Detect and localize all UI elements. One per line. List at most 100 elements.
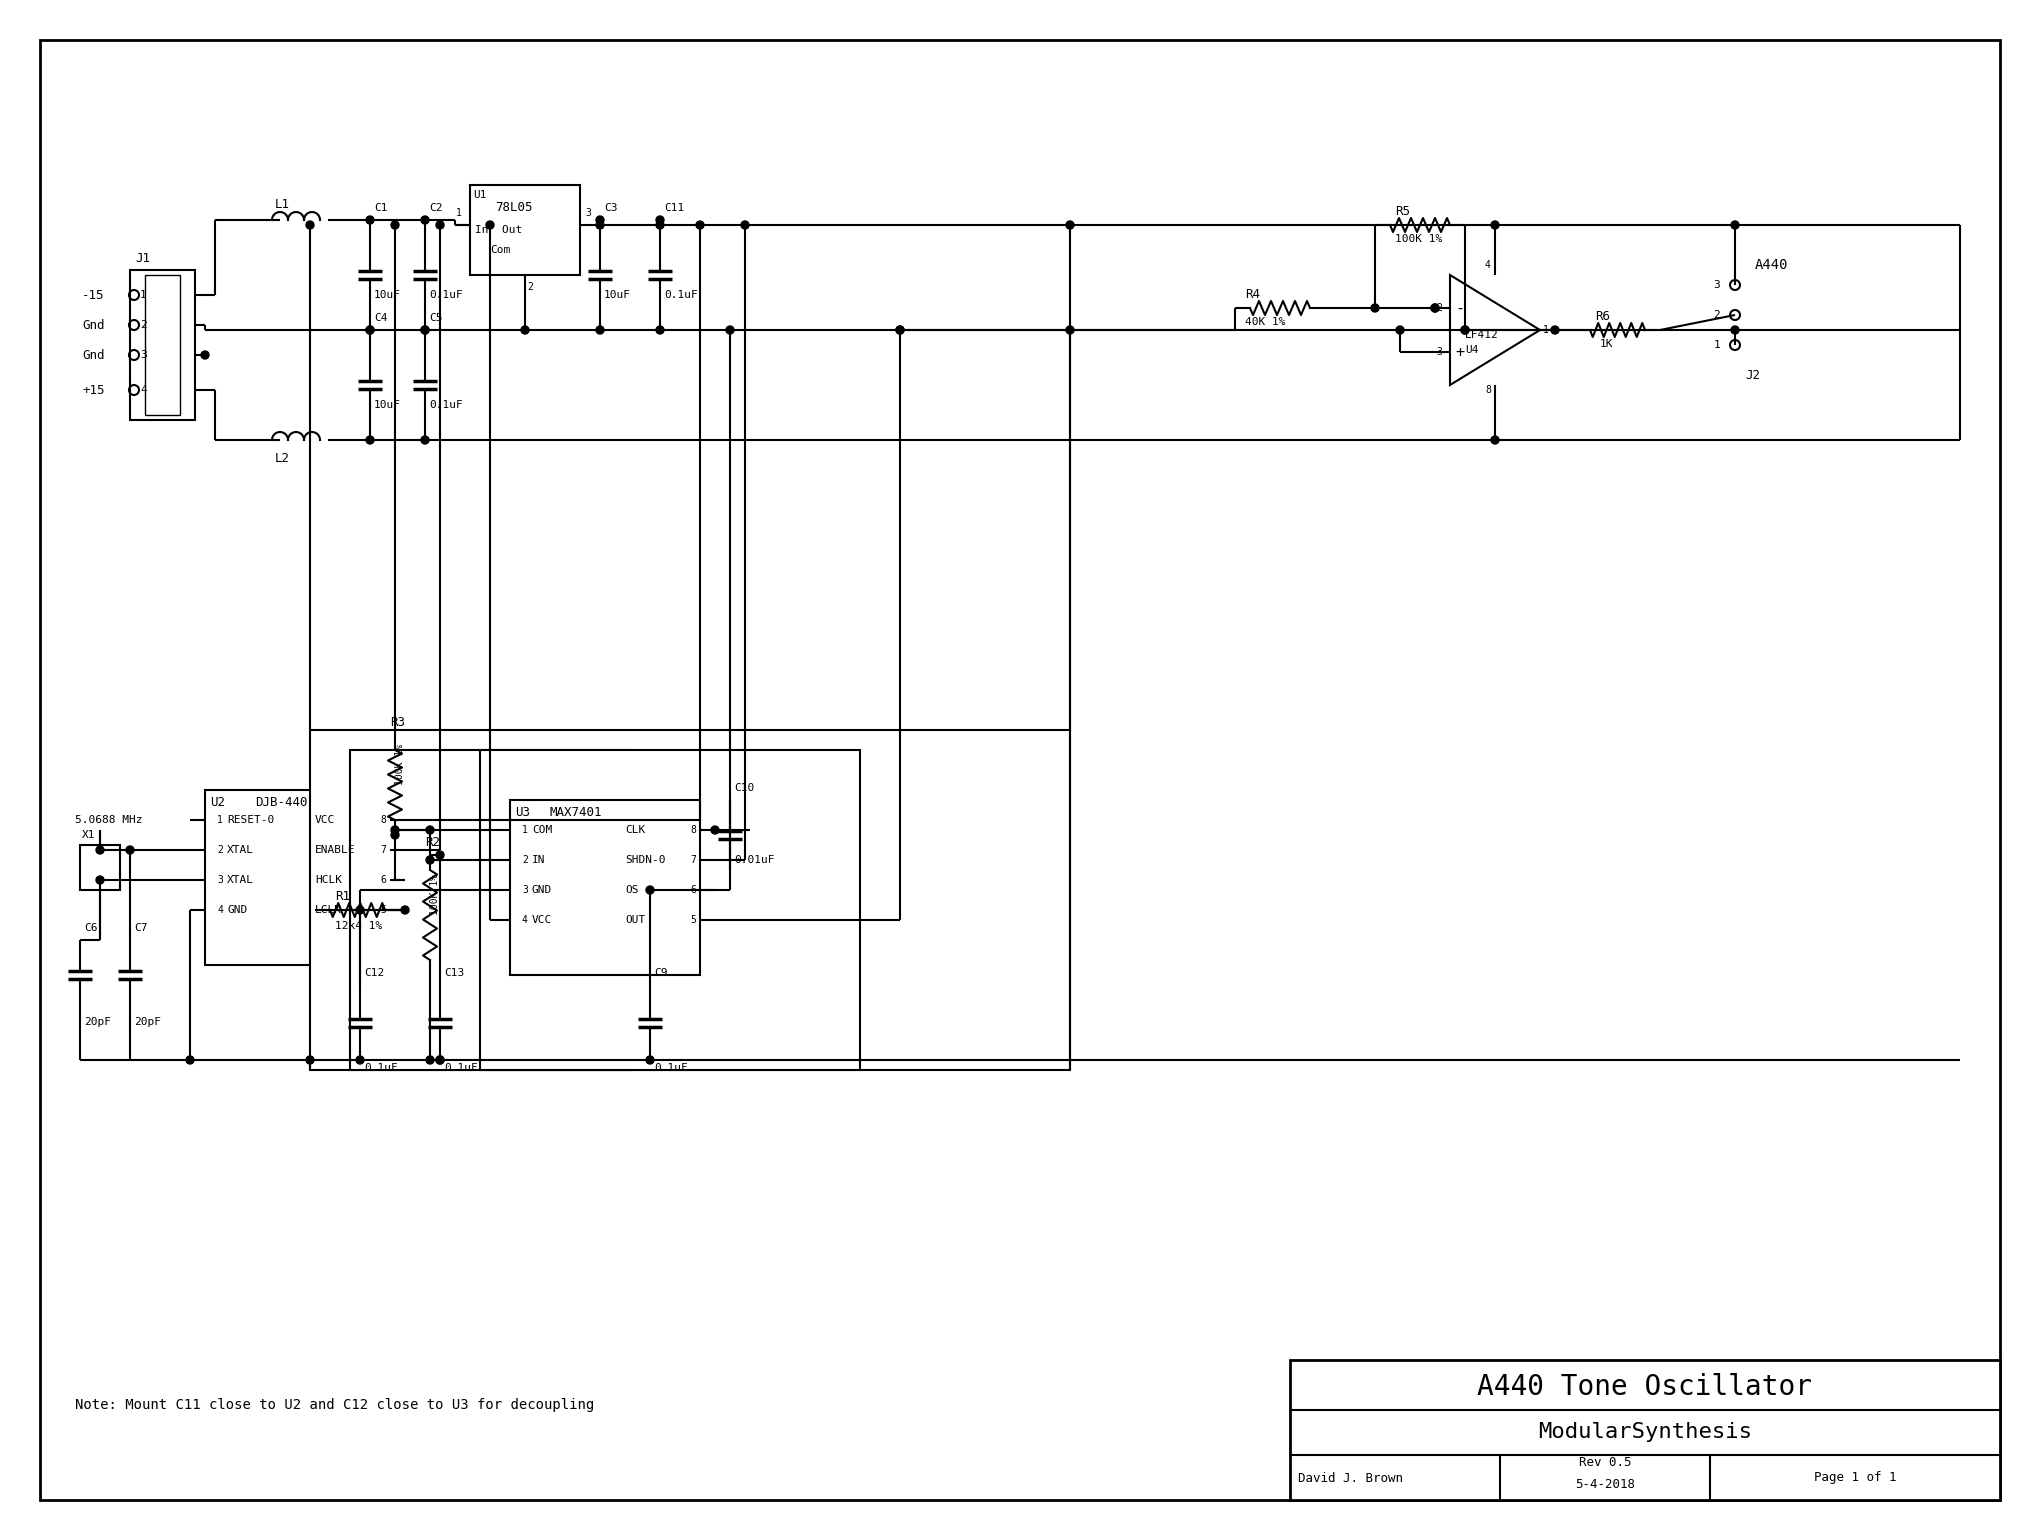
Bar: [351, 750, 630, 1070]
Circle shape: [695, 222, 703, 229]
Text: C7: C7: [135, 922, 147, 933]
Text: 0.1uF: 0.1uF: [428, 290, 463, 300]
Text: 1K: 1K: [1599, 339, 1613, 350]
Circle shape: [426, 1056, 434, 1064]
Circle shape: [391, 825, 400, 835]
Text: -: -: [1454, 300, 1464, 316]
Circle shape: [726, 326, 734, 334]
Text: C5: C5: [428, 313, 442, 323]
Text: 2: 2: [522, 855, 528, 865]
Text: 1: 1: [1713, 340, 1719, 350]
Text: 0.1uF: 0.1uF: [445, 1063, 477, 1073]
Text: 5: 5: [379, 906, 385, 915]
Circle shape: [306, 1056, 314, 1064]
Text: R4: R4: [1244, 288, 1260, 300]
Text: 0.1uF: 0.1uF: [663, 290, 697, 300]
Circle shape: [595, 222, 604, 229]
Circle shape: [1731, 326, 1737, 334]
Circle shape: [420, 326, 428, 334]
Text: 4: 4: [216, 906, 222, 915]
Text: 5: 5: [689, 915, 695, 926]
Text: GND: GND: [226, 906, 247, 915]
Text: 2: 2: [141, 320, 147, 330]
Text: Note: Mount C11 close to U2 and C12 close to U3 for decoupling: Note: Mount C11 close to U2 and C12 clos…: [75, 1398, 593, 1412]
Bar: [80, 845, 120, 890]
Text: L2: L2: [275, 451, 290, 465]
Text: 20pF: 20pF: [135, 1016, 161, 1027]
Text: 1: 1: [1541, 325, 1548, 336]
Circle shape: [485, 222, 493, 229]
Text: HCLK: HCLK: [314, 875, 343, 885]
Text: COM: COM: [532, 825, 553, 835]
Text: 8: 8: [1484, 385, 1491, 394]
Text: -15: -15: [82, 288, 104, 302]
Circle shape: [365, 326, 373, 334]
Circle shape: [186, 1056, 194, 1064]
Text: R3: R3: [389, 716, 406, 728]
Circle shape: [1066, 326, 1073, 334]
Circle shape: [426, 825, 434, 835]
Text: 4: 4: [522, 915, 528, 926]
Circle shape: [520, 326, 528, 334]
Circle shape: [402, 906, 408, 915]
Circle shape: [420, 326, 428, 334]
Bar: [1289, 1360, 1998, 1500]
Text: C10: C10: [734, 782, 754, 793]
Bar: [479, 750, 860, 1070]
Circle shape: [1429, 303, 1437, 313]
Text: 4: 4: [1484, 260, 1491, 269]
Circle shape: [426, 856, 434, 864]
Text: 2: 2: [526, 282, 532, 293]
Circle shape: [646, 1056, 655, 1064]
Circle shape: [357, 906, 363, 915]
Text: VCC: VCC: [532, 915, 553, 926]
Circle shape: [365, 436, 373, 444]
Bar: [130, 270, 196, 420]
Bar: [469, 185, 579, 276]
Circle shape: [1370, 303, 1378, 313]
Text: J2: J2: [1743, 368, 1760, 382]
Text: 100K 1%: 100K 1%: [430, 873, 440, 915]
Text: 10uF: 10uF: [373, 290, 402, 300]
Text: Gnd: Gnd: [82, 319, 104, 331]
Circle shape: [1491, 436, 1499, 444]
Circle shape: [1491, 222, 1499, 229]
Circle shape: [420, 216, 428, 223]
Text: 5.0688 MHz: 5.0688 MHz: [75, 815, 143, 825]
Text: C2: C2: [428, 203, 442, 213]
Circle shape: [202, 351, 208, 359]
Circle shape: [895, 326, 903, 334]
Bar: [204, 790, 389, 966]
Text: J1: J1: [135, 251, 151, 265]
Circle shape: [1460, 326, 1468, 334]
Text: 3: 3: [216, 875, 222, 885]
Bar: [310, 730, 1070, 1070]
Text: R1: R1: [334, 890, 351, 902]
Text: C13: C13: [445, 969, 465, 978]
Circle shape: [365, 326, 373, 334]
Text: +15: +15: [82, 383, 104, 396]
Bar: [510, 799, 699, 975]
Text: VCC: VCC: [314, 815, 334, 825]
Text: 12k4 1%: 12k4 1%: [334, 921, 381, 932]
Text: 3: 3: [1435, 346, 1442, 357]
Text: 0.1uF: 0.1uF: [363, 1063, 398, 1073]
Text: 20pF: 20pF: [84, 1016, 110, 1027]
Circle shape: [895, 326, 903, 334]
Text: U2: U2: [210, 796, 224, 809]
Text: 6: 6: [379, 875, 385, 885]
Text: C12: C12: [363, 969, 383, 978]
Text: SHDN-0: SHDN-0: [624, 855, 665, 865]
Bar: [145, 276, 179, 414]
Text: RESET-0: RESET-0: [226, 815, 273, 825]
Circle shape: [595, 326, 604, 334]
Text: MAX7401: MAX7401: [551, 805, 602, 818]
Text: X1: X1: [82, 830, 96, 839]
Text: OUT: OUT: [624, 915, 644, 926]
Text: 0.1uF: 0.1uF: [428, 400, 463, 410]
Text: 8: 8: [379, 815, 385, 825]
Text: David J. Brown: David J. Brown: [1297, 1472, 1403, 1485]
Text: XTAL: XTAL: [226, 845, 255, 855]
Text: Gnd: Gnd: [82, 348, 104, 362]
Text: GND: GND: [532, 885, 553, 895]
